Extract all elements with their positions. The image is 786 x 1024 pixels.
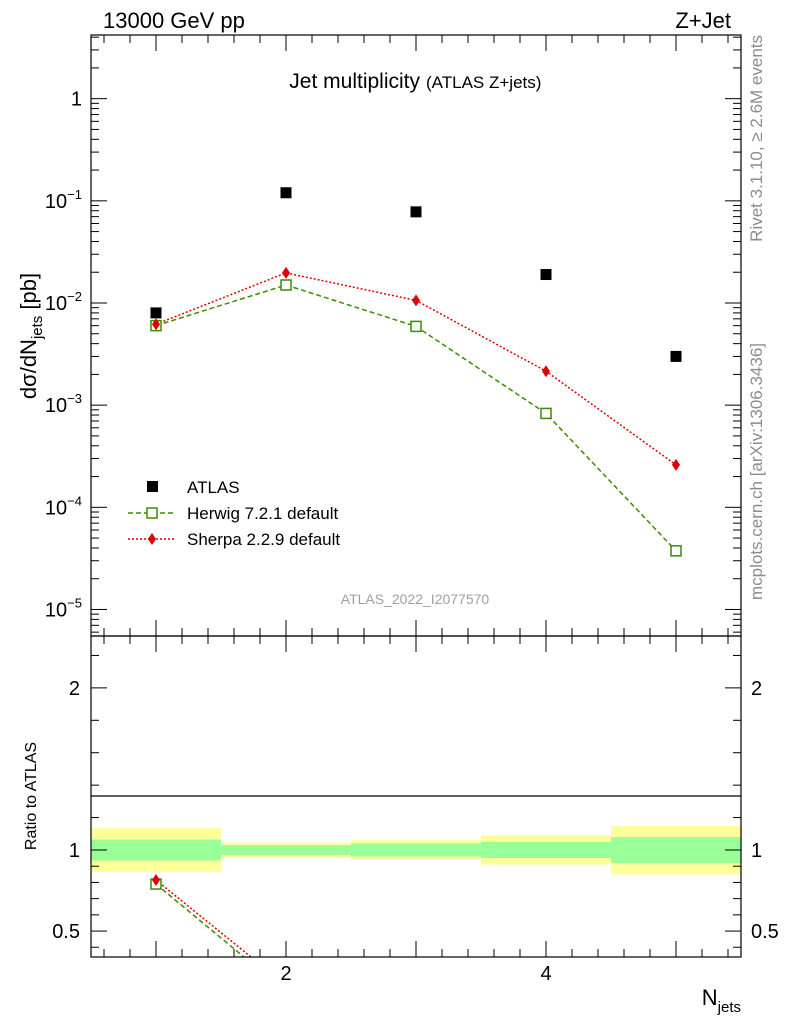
herwig-point xyxy=(280,279,292,291)
main-y-tick-base: 10 xyxy=(45,293,67,315)
y-axis-label-main: dσ/dN xyxy=(16,339,41,399)
main-y-tick-base: 10 xyxy=(45,497,67,519)
atlas-point xyxy=(540,269,552,281)
atlas-point xyxy=(280,187,292,199)
main-y-tick-label: 10−5 xyxy=(45,595,82,621)
legend-atlas-marker xyxy=(147,481,158,492)
sherpa-point xyxy=(412,294,420,307)
ratio-bands xyxy=(91,825,741,875)
main-y-tick-exp: −5 xyxy=(67,595,82,610)
ratio-herwig-point xyxy=(281,987,291,997)
ratio-y-tick-label-right: 2 xyxy=(751,678,762,700)
x-axis-label: Njets xyxy=(702,985,741,1016)
x-tick-label: 4 xyxy=(540,963,551,985)
ratio-y-tick-label-right: 0.5 xyxy=(751,921,779,943)
herwig-point xyxy=(410,320,422,333)
main-y-tick-base: 10 xyxy=(45,395,67,417)
main-y-tick-base: 1 xyxy=(71,89,82,111)
rivet-label: Rivet 3.1.10, ≥ 2.6M events xyxy=(747,35,766,242)
ratio-band-inner xyxy=(351,843,481,857)
legend-herwig-marker xyxy=(146,507,158,519)
herwig-point xyxy=(670,545,682,557)
ratio-frame xyxy=(90,635,742,958)
main-y-tick-exp: −2 xyxy=(67,289,82,304)
ratio-y-tick-label-left: 0.5 xyxy=(52,921,80,943)
y-axis-label: dσ/dNjets [pb] xyxy=(16,273,46,399)
ratio-herwig-line xyxy=(155,883,246,957)
main-y-tick-base: 10 xyxy=(45,599,67,621)
source-label: mcplots.cern.ch [arXiv:1306.3436] xyxy=(747,343,766,600)
ratio-sherpa-point xyxy=(672,992,680,1004)
main-axis-ticks xyxy=(91,35,741,636)
ratio-series xyxy=(150,873,681,1015)
sherpa-point xyxy=(672,458,680,471)
ratio-sherpa-point xyxy=(542,988,550,1000)
x-axis-label-sub: jets xyxy=(717,999,741,1016)
main-y-tick-label: 10−1 xyxy=(45,187,82,213)
y-axis-label-unit: [pb] xyxy=(16,273,41,316)
chart-title: Jet multiplicity xyxy=(289,70,420,93)
main-series xyxy=(150,187,682,557)
ratio-y-tick-label-left: 2 xyxy=(69,678,80,700)
ratio-panel: 0.5 0.5 1 1 2 2 2 4 Ratio to ATLAS Njets xyxy=(23,636,779,1016)
ratio-sherpa-line xyxy=(155,879,253,957)
ratio-y-tick-label-left: 1 xyxy=(69,840,80,862)
legend: ATLAS Herwig 7.2.1 default Sherpa 2.2.9 … xyxy=(128,478,340,549)
main-y-tick-label: 1 xyxy=(71,89,82,111)
ratio-herwig-point xyxy=(541,1000,551,1010)
legend-atlas-label: ATLAS xyxy=(187,478,240,497)
analysis-watermark: ATLAS_2022_I2077570 xyxy=(341,591,490,607)
sherpa-point xyxy=(542,365,550,378)
main-y-tick-exp: −4 xyxy=(67,493,82,508)
main-y-tick-exp: −3 xyxy=(67,391,82,406)
ratio-sherpa-point xyxy=(152,873,160,886)
main-y-tick-labels: 110−110−210−310−410−5 xyxy=(45,89,82,622)
ratio-tick-labels: 0.5 0.5 1 1 2 2 2 4 xyxy=(52,678,779,985)
ratio-band-inner xyxy=(221,845,351,855)
legend-sherpa-marker xyxy=(148,533,156,545)
ratio-herwig-point xyxy=(411,995,421,1005)
main-y-tick-label: 10−4 xyxy=(45,493,82,519)
sherpa-point xyxy=(282,266,290,279)
sherpa-point xyxy=(152,318,160,331)
ratio-band-inner xyxy=(481,841,611,859)
main-y-tick-label: 10−3 xyxy=(45,391,82,417)
atlas-point xyxy=(670,350,682,362)
ratio-axis-ticks xyxy=(91,636,741,957)
main-y-tick-label: 10−2 xyxy=(45,289,82,315)
main-panel: Jet multiplicity (ATLAS Z+jets) ATLAS_20… xyxy=(16,35,741,636)
ratio-band-inner xyxy=(91,839,221,861)
ratio-band-inner xyxy=(611,837,741,863)
x-axis-label-main: N xyxy=(702,985,718,1010)
ratio-sherpa-point xyxy=(412,984,420,996)
main-y-tick-base: 10 xyxy=(45,191,67,213)
atlas-point xyxy=(150,307,162,319)
ratio-y-axis-label: Ratio to ATLAS xyxy=(23,742,40,850)
herwig-point xyxy=(540,407,552,420)
ratio-y-tick-label-right: 1 xyxy=(751,840,762,862)
x-tick-label: 2 xyxy=(280,963,291,985)
chart-subtitle: (ATLAS Z+jets) xyxy=(426,73,541,92)
energy-label: 13000 GeV pp xyxy=(103,8,245,33)
ratio-herwig-point xyxy=(671,1005,681,1015)
process-label: Z+Jet xyxy=(675,8,731,33)
main-y-tick-exp: −1 xyxy=(67,187,82,202)
atlas-point xyxy=(410,206,422,218)
legend-sherpa-label: Sherpa 2.2.9 default xyxy=(187,530,340,549)
legend-herwig-label: Herwig 7.2.1 default xyxy=(187,504,338,523)
y-axis-label-sub: jets xyxy=(29,316,46,340)
